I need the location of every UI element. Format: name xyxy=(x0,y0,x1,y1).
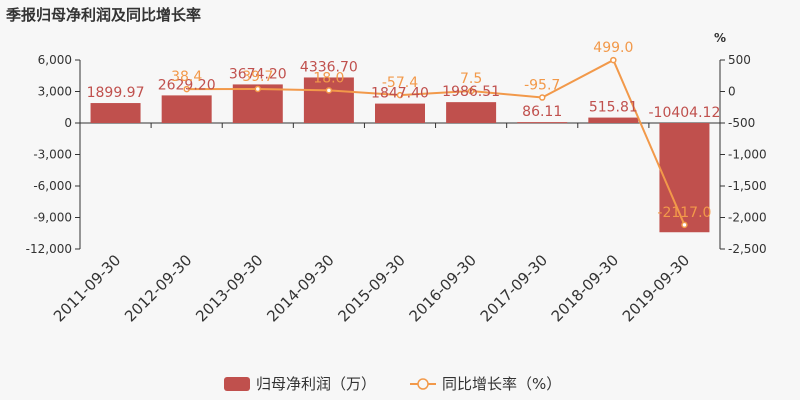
bar xyxy=(161,95,212,123)
growth-point xyxy=(681,221,688,229)
legend-bar-swatch xyxy=(224,377,250,391)
bar-value-label: 1986.51 xyxy=(442,84,500,100)
growth-value-label: 499.0 xyxy=(593,40,633,56)
right-axis-tick-label: -1,000 xyxy=(728,148,767,162)
x-axis-tick-label: 2019-09-30 xyxy=(619,251,693,325)
legend[interactable]: 归母净利润（万） 同比增长率（%） xyxy=(224,375,561,393)
bar-value-label: 515.81 xyxy=(589,100,638,116)
growth-value-label: 18.0 xyxy=(313,70,344,86)
left-axis-tick-label: 3,000 xyxy=(38,85,72,99)
growth-point xyxy=(254,85,262,93)
labels-group: 1899.97 2629.20 3674.20 4336.70 1847.40 1986.… xyxy=(87,40,721,221)
growth-point xyxy=(610,56,617,64)
x-axis-tick-label: 2015-09-30 xyxy=(334,251,408,325)
growth-value-label: 39.7 xyxy=(242,69,273,85)
bar xyxy=(303,77,354,123)
growth-point xyxy=(538,94,546,101)
bar-value-label: 86.11 xyxy=(522,104,562,120)
growth-point xyxy=(183,85,190,93)
x-axis-tick-label: 2011-09-30 xyxy=(50,251,124,325)
legend-line-label: 同比增长率（%） xyxy=(442,375,561,393)
bar-value-label: 4336.70 xyxy=(300,59,358,75)
bar-value-label: 1899.97 xyxy=(87,85,145,101)
bar-value-label: 3674.20 xyxy=(229,66,287,82)
x-axis-tick-label: 2014-09-30 xyxy=(263,251,337,325)
bar-value-label: 2629.20 xyxy=(158,77,216,93)
left-axis-tick-label: -12,000 xyxy=(26,242,72,256)
x-axis-tick-label: 2017-09-30 xyxy=(477,251,551,325)
growth-value-label: 38.4 xyxy=(171,69,202,85)
x-axis-tick-label: 2016-09-30 xyxy=(406,251,480,325)
right-axis-tick-label: 500 xyxy=(728,53,751,67)
right-axis-tick-label: -500 xyxy=(728,116,755,130)
right-axis-tick-label: -1,500 xyxy=(728,179,767,193)
growth-point xyxy=(396,91,404,99)
bar xyxy=(517,122,568,124)
bar xyxy=(90,103,141,123)
left-axis-tick-label: 0 xyxy=(64,116,72,130)
x-axis-tick-label: 2012-09-30 xyxy=(121,251,195,325)
right-axis-tick-label: -2,500 xyxy=(728,242,767,256)
x-axis-tick-label: 2018-09-30 xyxy=(548,251,622,325)
left-axis-tick-label: 6,000 xyxy=(38,53,72,67)
growth-point xyxy=(325,87,333,94)
left-axis-tick-label: -6,000 xyxy=(33,179,72,193)
legend-line-marker xyxy=(417,378,429,390)
left-axis-tick-label: -9,000 xyxy=(33,211,72,225)
growth-value-label: -95.7 xyxy=(524,78,560,94)
line-group xyxy=(183,56,688,229)
growth-value-label: 7.5 xyxy=(460,71,482,87)
bar xyxy=(588,117,639,123)
growth-value-label: -57.4 xyxy=(382,75,418,91)
left-axis-tick-label: -3,000 xyxy=(33,148,72,162)
bar xyxy=(659,123,710,233)
growth-point xyxy=(467,87,475,95)
right-axis-tick-label: -2,000 xyxy=(728,211,767,225)
growth-line xyxy=(186,58,686,226)
right-axis-tick-label: 0 xyxy=(728,85,736,99)
bars-group xyxy=(90,77,710,233)
legend-bar-label: 归母净利润（万） xyxy=(256,375,376,393)
growth-value-label: -2117.0 xyxy=(657,205,711,221)
bar xyxy=(375,103,425,123)
bar xyxy=(446,102,497,123)
chart-title: 季报归母净利润及同比增长率 xyxy=(6,6,202,24)
bar-value-label: 1847.40 xyxy=(371,86,429,102)
bar-value-label: -10404.12 xyxy=(649,105,721,121)
x-axis-tick-label: 2013-09-30 xyxy=(192,251,266,325)
right-axis-unit-label: % xyxy=(714,31,726,45)
